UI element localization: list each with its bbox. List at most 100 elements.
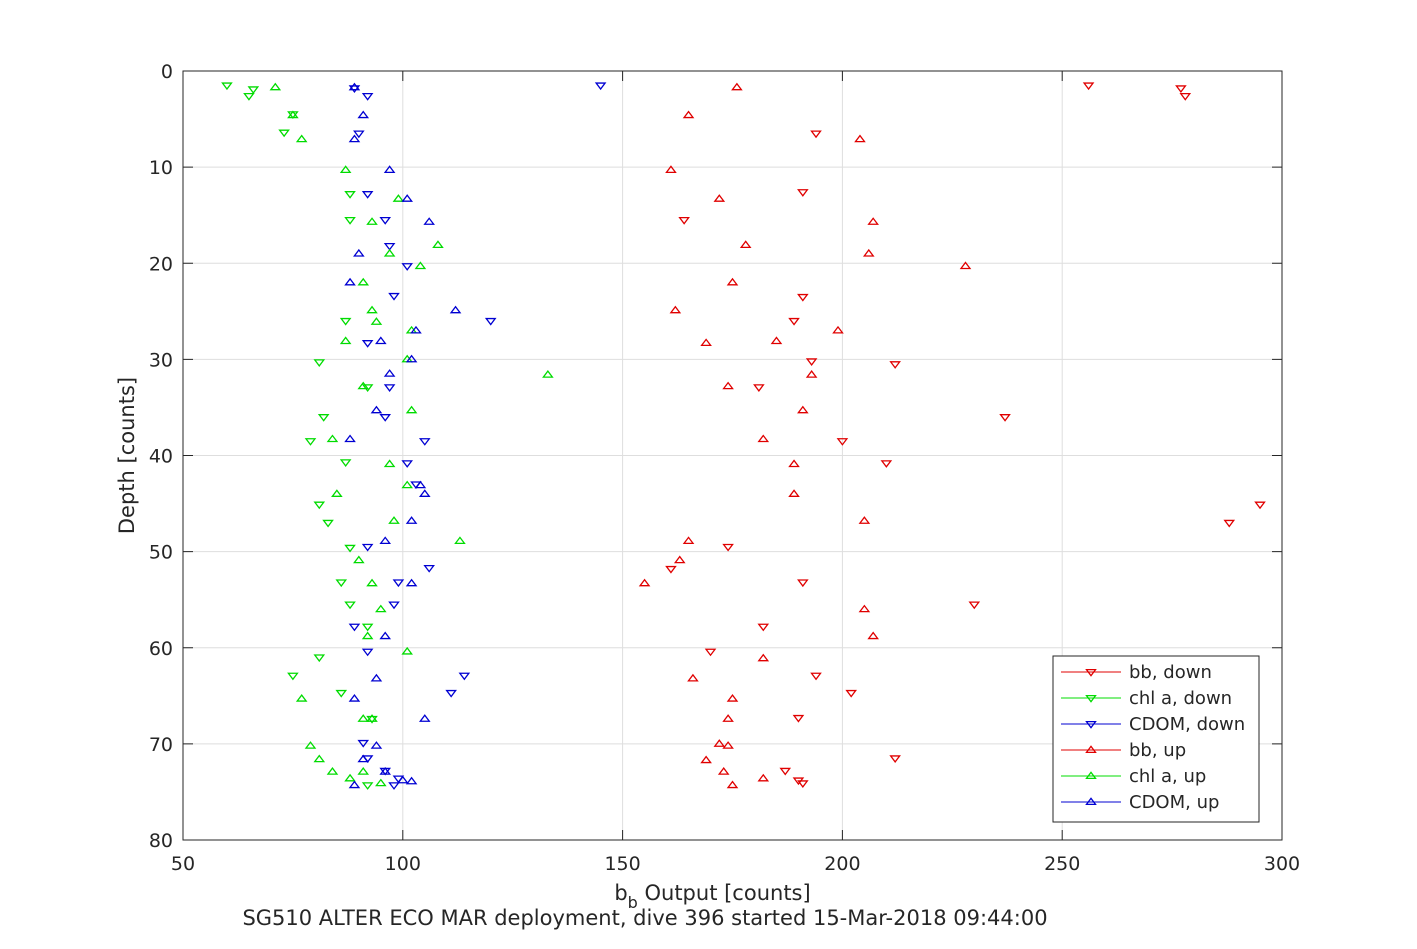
data-point — [379, 536, 392, 545]
data-point — [788, 459, 800, 468]
data-point — [423, 217, 435, 225]
data-point — [810, 130, 822, 139]
data-point — [287, 672, 299, 681]
data-point — [717, 767, 730, 775]
data-point — [423, 564, 435, 573]
data-point — [454, 536, 466, 545]
data-point — [999, 414, 1011, 422]
legend-entry: bb, down — [1061, 662, 1212, 683]
data-point — [687, 673, 699, 682]
data-point — [313, 501, 326, 510]
data-point — [713, 739, 726, 747]
data-point — [388, 292, 400, 301]
data-point — [722, 543, 734, 552]
data-point — [401, 460, 413, 468]
data-point — [797, 780, 809, 789]
axis-ticks — [182, 70, 1283, 841]
data-point — [401, 194, 413, 202]
data-point — [243, 92, 255, 101]
data-point — [739, 240, 752, 248]
data-point — [348, 623, 361, 632]
legend-label: CDOM, up — [1129, 792, 1219, 813]
data-point — [379, 414, 392, 422]
data-point — [357, 754, 370, 763]
data-point — [348, 85, 361, 94]
data-point — [383, 242, 396, 251]
data-point — [792, 714, 805, 723]
data-point — [383, 165, 396, 174]
data-point — [344, 191, 356, 199]
data-point — [797, 189, 809, 197]
series-1-points — [221, 82, 378, 790]
data-point — [247, 86, 260, 94]
data-point — [449, 305, 462, 314]
data-point — [731, 82, 743, 91]
data-point — [344, 434, 356, 443]
data-point — [542, 370, 554, 378]
data-point — [722, 714, 734, 722]
data-point — [366, 714, 378, 722]
data-point — [361, 92, 374, 101]
legend-marker — [1085, 797, 1097, 806]
data-point — [722, 381, 734, 390]
data-point — [361, 623, 374, 632]
data-point — [348, 134, 361, 143]
data-point — [361, 648, 374, 657]
data-point — [304, 741, 317, 749]
data-point — [375, 336, 387, 345]
data-point — [414, 480, 427, 489]
y-axis-label: Depth [counts] — [115, 377, 139, 534]
y-tick-label: 40 — [149, 446, 173, 468]
data-point — [797, 579, 809, 588]
data-point — [339, 317, 352, 326]
legend-marker — [1085, 771, 1097, 780]
data-point — [348, 82, 361, 91]
legend-label: CDOM, down — [1129, 714, 1245, 735]
data-point — [414, 261, 427, 270]
data-point — [805, 370, 818, 378]
data-point — [1175, 85, 1187, 94]
data-point — [889, 755, 901, 764]
data-point — [770, 336, 783, 345]
data-point — [344, 544, 356, 553]
data-point — [1082, 82, 1095, 91]
x-axis-label: bb Output [counts] — [614, 881, 810, 912]
y-tick-label: 70 — [149, 734, 173, 756]
data-point — [221, 82, 233, 91]
data-point — [858, 516, 871, 524]
data-point — [348, 693, 361, 702]
data-point — [339, 459, 352, 467]
data-point — [295, 134, 308, 143]
data-point — [678, 216, 690, 225]
data-point — [313, 754, 326, 763]
data-point — [370, 741, 383, 749]
data-point — [880, 460, 893, 468]
data-point — [401, 646, 413, 655]
data-point — [313, 359, 326, 367]
data-point — [418, 714, 431, 722]
y-tick-label: 0 — [161, 61, 173, 83]
data-point — [405, 776, 418, 785]
data-point — [375, 778, 387, 787]
legend-label: bb, down — [1129, 662, 1212, 683]
data-point — [810, 672, 822, 681]
data-point — [326, 767, 339, 775]
data-point — [353, 130, 365, 139]
data-point — [1223, 519, 1236, 528]
data-point — [379, 767, 392, 775]
data-point — [753, 384, 765, 392]
data-point — [418, 489, 431, 497]
legend-marker — [1085, 694, 1097, 703]
data-point — [366, 217, 378, 225]
data-point — [339, 336, 352, 345]
y-tick-label: 80 — [149, 830, 173, 852]
data-point — [757, 434, 770, 443]
y-tick-label: 60 — [149, 638, 173, 660]
data-point — [682, 110, 695, 119]
series-4-points — [269, 82, 554, 787]
y-tick-label: 30 — [149, 349, 173, 371]
series-0-points — [665, 82, 1266, 789]
data-point — [357, 739, 370, 748]
data-point — [396, 775, 409, 784]
